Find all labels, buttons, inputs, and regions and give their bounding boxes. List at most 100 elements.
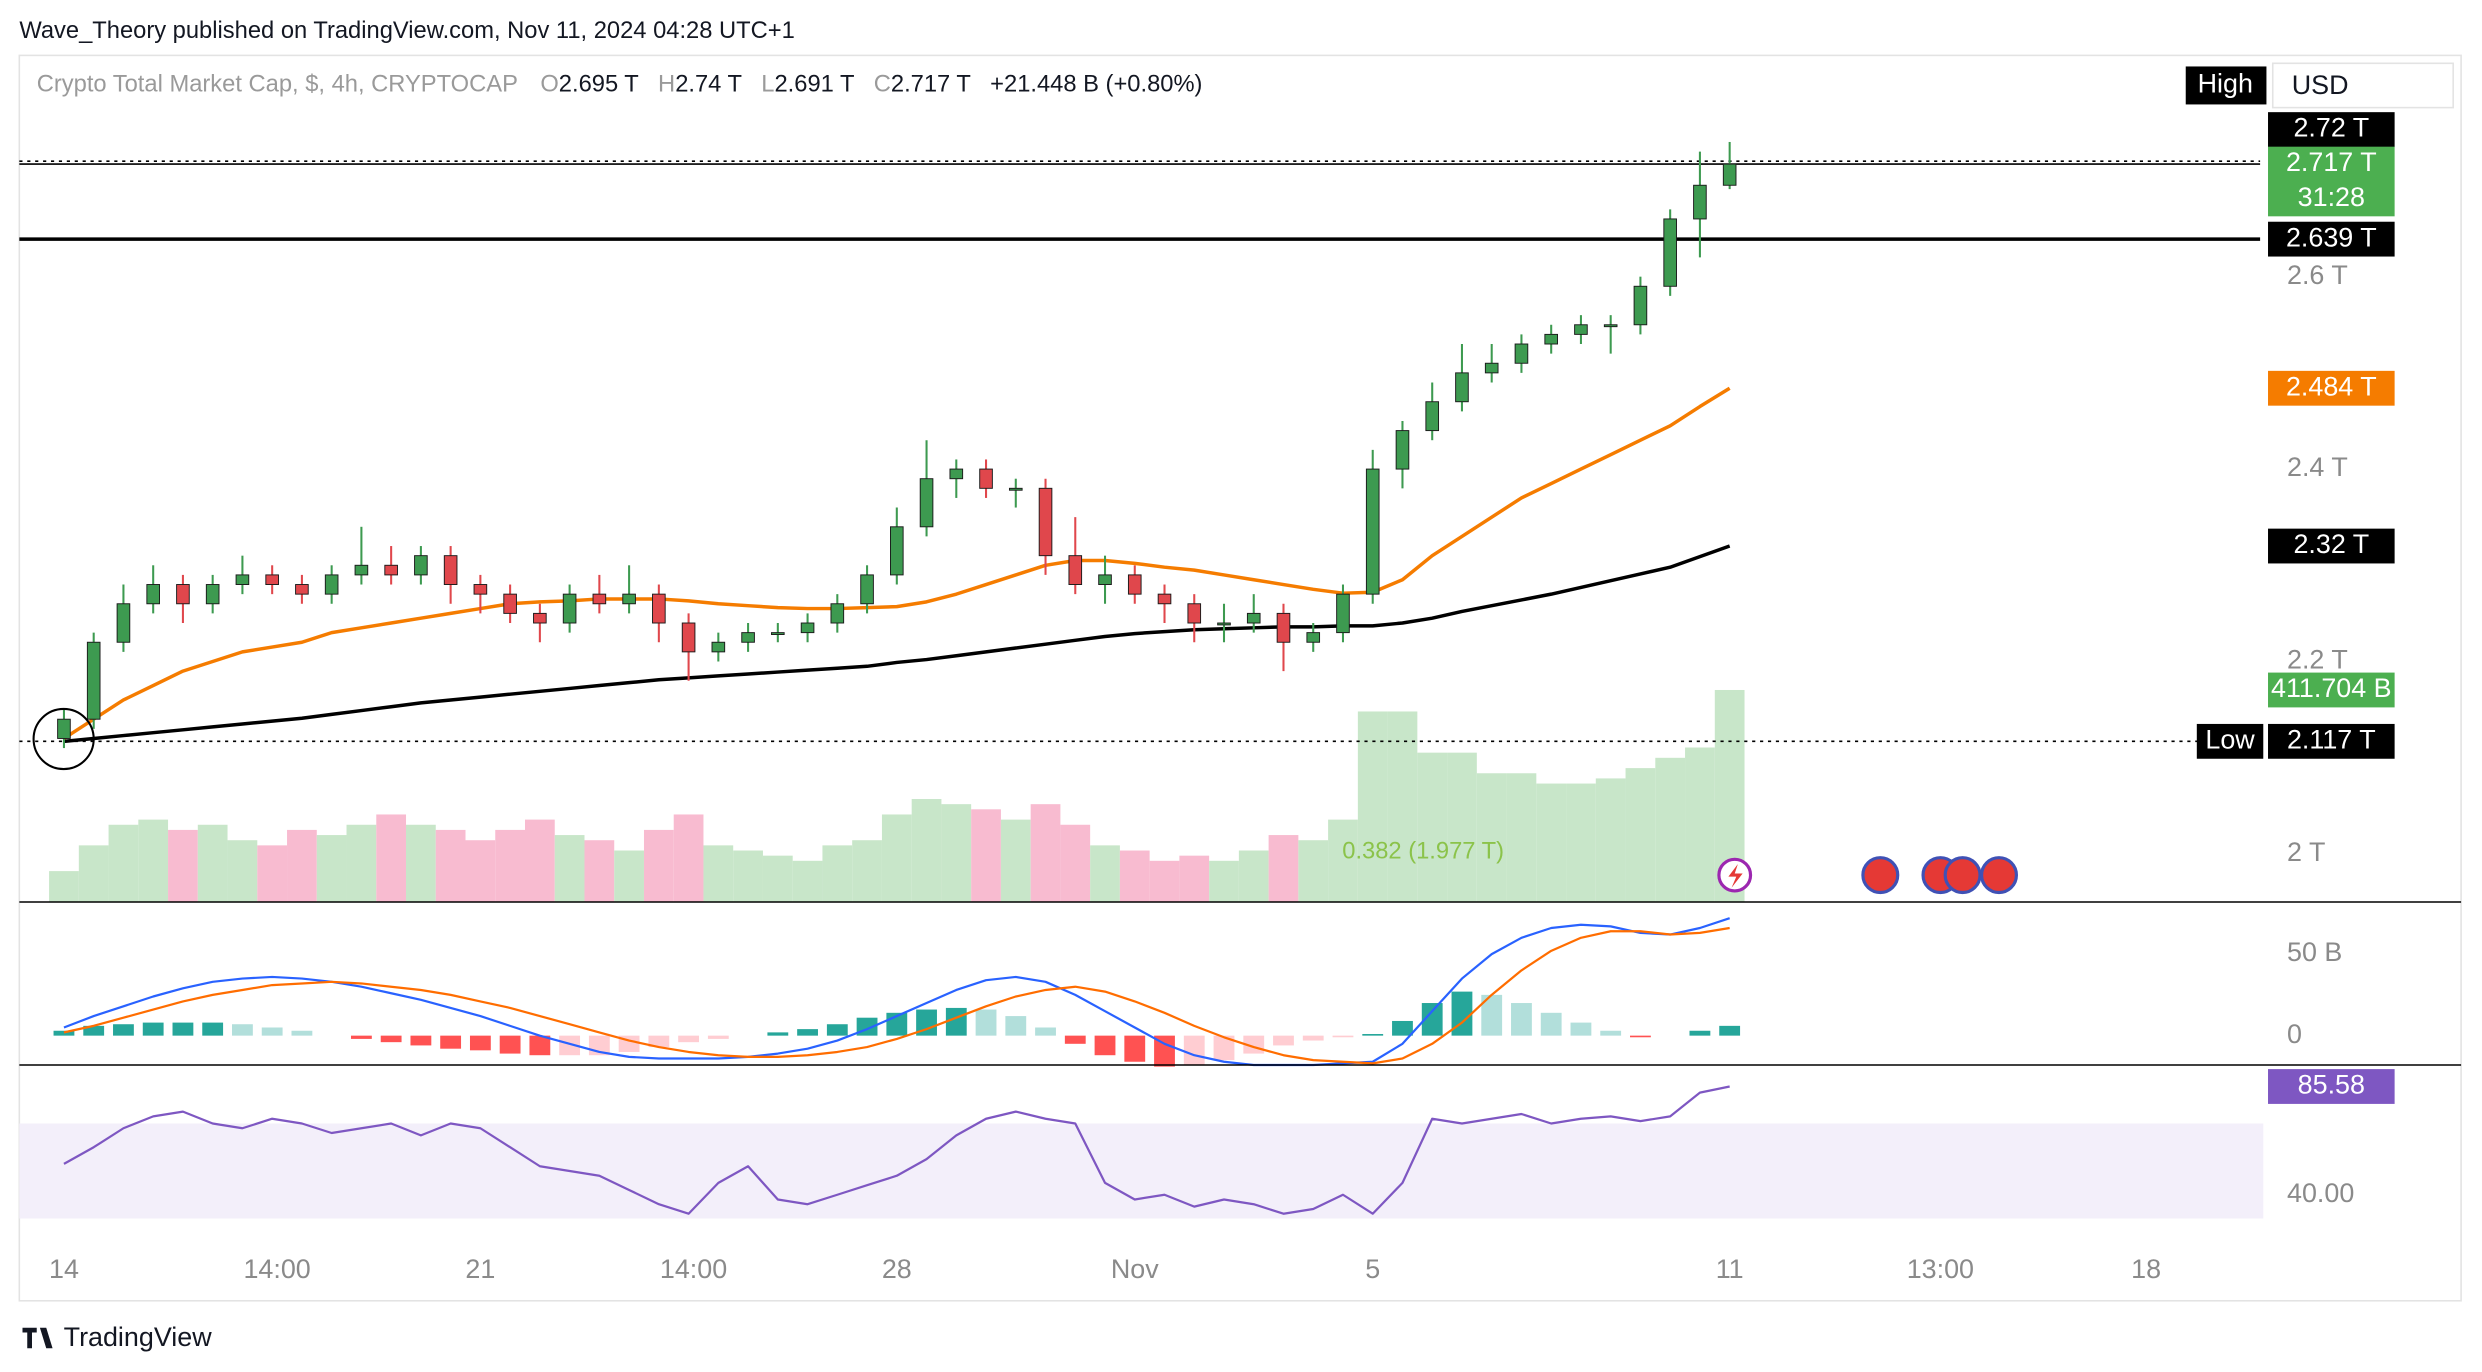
histogram-bar bbox=[1689, 1030, 1711, 1036]
candle-body bbox=[1157, 593, 1172, 605]
price-label: 2.484 T bbox=[2286, 371, 2377, 401]
candle-body bbox=[533, 612, 547, 624]
candle-body bbox=[205, 584, 220, 605]
indicator-line bbox=[63, 926, 1730, 1065]
legend: Crypto Total Market Cap, $, 4h, CRYPTOCA… bbox=[37, 72, 1203, 98]
histogram-bar bbox=[1094, 1035, 1116, 1056]
fib-label: 0.382 (1.977 T) bbox=[1342, 839, 1504, 865]
histogram-bar bbox=[1540, 1012, 1562, 1036]
volume-bar bbox=[495, 829, 525, 903]
ohlc-key: H bbox=[658, 72, 675, 98]
histogram-bar bbox=[350, 1035, 372, 1039]
histogram-bar bbox=[1154, 1035, 1175, 1067]
logo-mark bbox=[22, 1327, 53, 1349]
volume-bar bbox=[733, 850, 763, 903]
volume-bar bbox=[971, 809, 1001, 903]
y-tick-label: 2.6 T bbox=[2287, 260, 2348, 290]
candle-body bbox=[1276, 612, 1291, 643]
candle-body bbox=[86, 641, 101, 720]
candle-body bbox=[741, 632, 755, 643]
rsi-band bbox=[19, 1123, 2264, 1219]
volume-bar bbox=[643, 829, 674, 903]
volume-bar bbox=[673, 814, 704, 903]
histogram-bar bbox=[975, 1009, 997, 1036]
indicator-line bbox=[63, 544, 1731, 744]
volume-bar bbox=[584, 840, 615, 903]
histogram-bar bbox=[529, 1035, 551, 1056]
volume-bar bbox=[1149, 860, 1180, 903]
volume-bar bbox=[257, 845, 288, 903]
volume-bar bbox=[852, 840, 882, 903]
volume-bar bbox=[168, 829, 198, 903]
event-icon[interactable] bbox=[1943, 856, 1982, 895]
x-tick-label: 11 bbox=[1716, 1254, 1744, 1284]
volume-bar bbox=[1536, 783, 1567, 903]
histogram-bar bbox=[172, 1022, 194, 1036]
volume-bar bbox=[49, 871, 79, 903]
histogram-bar bbox=[1600, 1030, 1622, 1036]
drawn-circle bbox=[32, 707, 95, 771]
histogram-bar bbox=[767, 1032, 789, 1036]
indicator-line bbox=[63, 1085, 1730, 1215]
candle-body bbox=[592, 593, 607, 605]
volume-bar bbox=[1625, 768, 1656, 903]
price-label-box bbox=[2268, 146, 2395, 217]
price-label: 2.117 T bbox=[2287, 724, 2376, 754]
volume-bar bbox=[1030, 804, 1061, 903]
brand: TradingView bbox=[64, 1322, 213, 1352]
volume-bar bbox=[1209, 860, 1239, 903]
volume-bar bbox=[227, 840, 258, 903]
histogram-bar bbox=[648, 1035, 670, 1048]
high-button[interactable] bbox=[2185, 66, 2267, 105]
candle-body bbox=[1603, 324, 1618, 328]
candle-body bbox=[681, 622, 696, 653]
y-tick-label: 2.2 T bbox=[2287, 645, 2348, 675]
histogram-bar bbox=[202, 1022, 224, 1036]
price-label: 85.58 bbox=[2298, 1070, 2365, 1100]
currency-button[interactable] bbox=[2271, 62, 2454, 109]
volume-bar bbox=[1119, 850, 1150, 903]
histogram-bar bbox=[142, 1022, 164, 1036]
volume-bar bbox=[1685, 747, 1715, 903]
y-tick-label: 2.4 T bbox=[2287, 452, 2348, 482]
candle-body bbox=[414, 555, 428, 576]
x-tick-label: 14 bbox=[49, 1254, 79, 1284]
candle-body bbox=[1127, 574, 1142, 595]
x-tick-label: 21 bbox=[465, 1254, 495, 1284]
event-icon[interactable] bbox=[1980, 856, 2018, 895]
volume-bar bbox=[911, 799, 942, 903]
volume-bar bbox=[1476, 773, 1507, 903]
histogram-bar bbox=[797, 1029, 818, 1036]
y-tick-label: 0 bbox=[2287, 1019, 2302, 1049]
candle-body bbox=[443, 555, 458, 585]
candle-body bbox=[771, 632, 785, 636]
volume-bar bbox=[1000, 819, 1031, 903]
histogram-bar bbox=[1213, 1035, 1235, 1061]
volume-bar bbox=[941, 804, 972, 903]
high-button-label[interactable]: High bbox=[2198, 69, 2253, 99]
candle-body bbox=[473, 584, 488, 595]
price-label: 2.72 T bbox=[2293, 113, 2369, 143]
ohlc-key: O bbox=[540, 72, 558, 98]
candle-body bbox=[1455, 372, 1469, 403]
candle-body bbox=[1068, 555, 1083, 585]
volume-bar bbox=[614, 850, 644, 903]
histogram-bar bbox=[1302, 1035, 1324, 1041]
candle-body bbox=[384, 564, 398, 576]
ohlc-key: L bbox=[761, 72, 774, 98]
candle-body bbox=[860, 574, 874, 605]
currency-label[interactable]: USD bbox=[2292, 70, 2349, 100]
candle-body bbox=[1663, 218, 1677, 287]
tag-label: Low bbox=[2205, 724, 2255, 754]
x-tick-label: 5 bbox=[1365, 1254, 1380, 1284]
x-tick-label: 14:00 bbox=[660, 1254, 727, 1284]
price-label: 2.717 T bbox=[2286, 147, 2377, 177]
histogram-bar bbox=[1005, 1016, 1027, 1036]
histogram-bar bbox=[232, 1024, 253, 1036]
volume-bar bbox=[138, 819, 169, 903]
candle-body bbox=[116, 603, 131, 643]
ohlc-key: C bbox=[874, 72, 891, 98]
event-icon[interactable] bbox=[1861, 856, 1900, 895]
x-tick-label: Nov bbox=[1111, 1254, 1159, 1284]
histogram-bar bbox=[1064, 1035, 1086, 1044]
